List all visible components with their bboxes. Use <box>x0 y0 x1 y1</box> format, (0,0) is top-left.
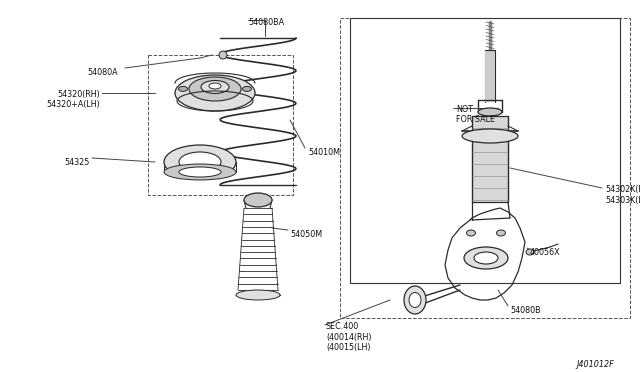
Text: 54320+A(LH): 54320+A(LH) <box>46 100 100 109</box>
Text: 54320(RH): 54320(RH) <box>57 90 100 99</box>
Ellipse shape <box>497 230 506 236</box>
Text: 54080B: 54080B <box>510 306 541 315</box>
Ellipse shape <box>243 86 252 92</box>
Text: 54050M: 54050M <box>290 230 322 239</box>
Text: (40015(LH): (40015(LH) <box>326 343 371 352</box>
Ellipse shape <box>244 193 272 207</box>
Ellipse shape <box>462 129 518 143</box>
Ellipse shape <box>175 75 255 111</box>
Text: 54010M: 54010M <box>308 148 340 157</box>
Bar <box>350 18 620 283</box>
Text: 54080A: 54080A <box>88 68 118 77</box>
Ellipse shape <box>201 80 229 93</box>
Ellipse shape <box>179 152 221 172</box>
Text: J401012F: J401012F <box>576 360 614 369</box>
Ellipse shape <box>179 167 221 177</box>
Ellipse shape <box>179 86 188 92</box>
Ellipse shape <box>209 83 221 89</box>
Ellipse shape <box>219 51 227 59</box>
Ellipse shape <box>464 247 508 269</box>
Text: (40014(RH): (40014(RH) <box>326 333 371 342</box>
Bar <box>340 18 630 318</box>
Text: FOR SALE: FOR SALE <box>456 115 495 124</box>
Bar <box>148 55 293 195</box>
Ellipse shape <box>164 145 236 179</box>
Ellipse shape <box>474 252 498 264</box>
FancyBboxPatch shape <box>485 50 495 102</box>
Text: 54302K(RH): 54302K(RH) <box>605 185 640 194</box>
Ellipse shape <box>467 230 476 236</box>
FancyBboxPatch shape <box>472 116 508 202</box>
Ellipse shape <box>409 292 421 308</box>
Text: SEC.400: SEC.400 <box>326 322 359 331</box>
Ellipse shape <box>164 164 236 180</box>
Text: 54080BA: 54080BA <box>248 18 284 27</box>
Text: NOT: NOT <box>456 105 473 114</box>
Ellipse shape <box>189 77 241 101</box>
Ellipse shape <box>526 249 534 255</box>
Ellipse shape <box>404 286 426 314</box>
Ellipse shape <box>478 108 502 116</box>
Text: 40056X: 40056X <box>530 248 561 257</box>
Text: 54325: 54325 <box>65 158 90 167</box>
Ellipse shape <box>236 290 280 300</box>
Text: 54303K(LH): 54303K(LH) <box>605 196 640 205</box>
